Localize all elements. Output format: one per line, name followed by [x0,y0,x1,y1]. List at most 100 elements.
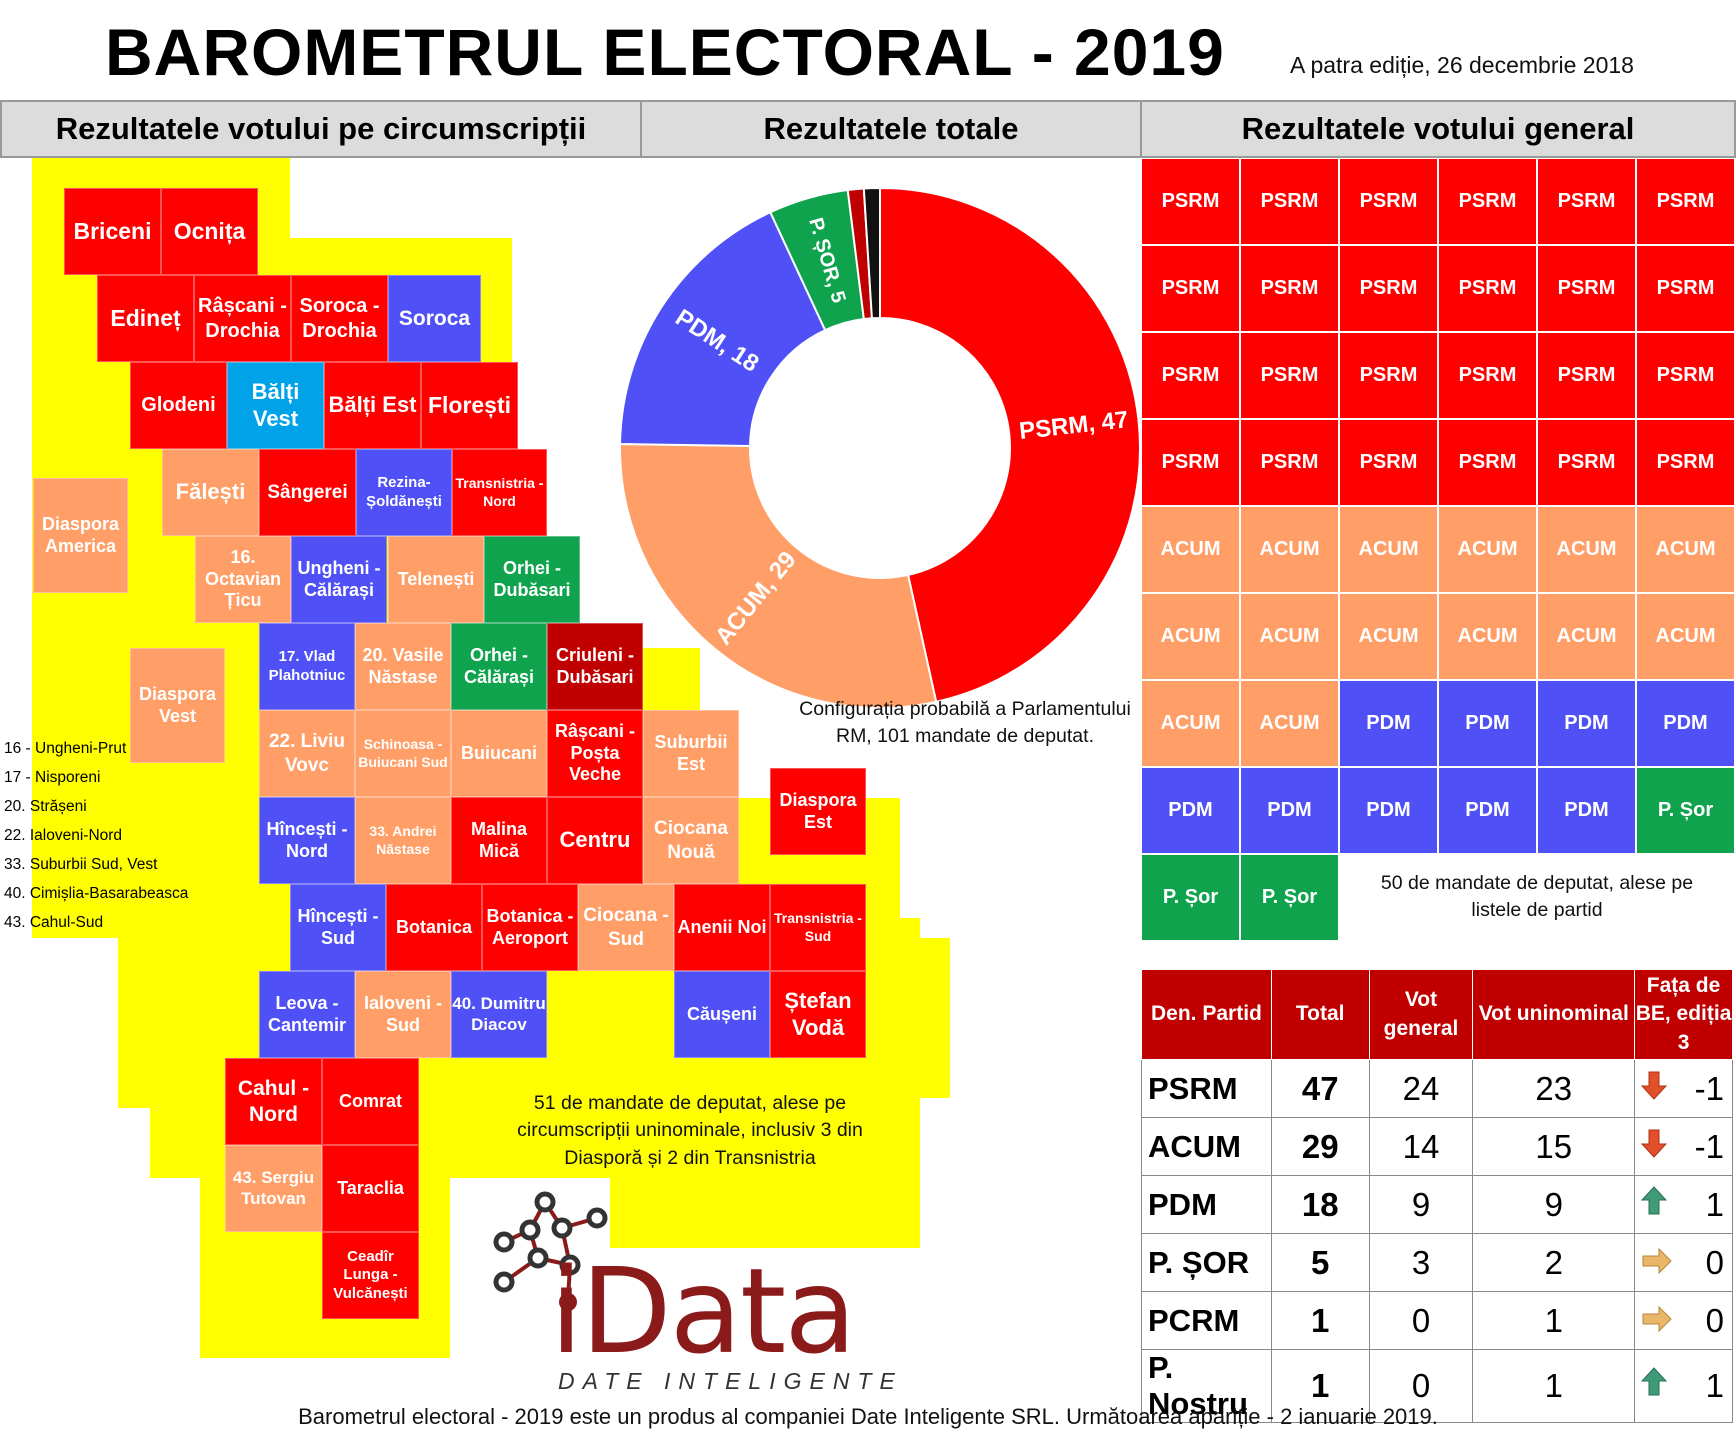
col-header-change: Fața de BE, ediția 3 [1634,969,1733,1060]
trend-up-icon [1640,1185,1668,1224]
seat-pdm: PDM [1537,680,1636,767]
table-row: PDM 18 9 9 1 [1141,1175,1733,1234]
seat-psrm: PSRM [1636,419,1735,506]
district-orhei-dubasari: Orhei - Dubăsari [484,536,580,623]
donut-slice-p-nostru [862,186,881,320]
district-transnistria-sud: Transnistria - Sud [770,884,866,971]
district-buiucani: Buiucani [451,710,547,797]
seat-acum: ACUM [1636,506,1735,593]
district-orhei-calarasi: Orhei - Călărași [451,623,547,710]
district-balti-est: Bălți Est [324,362,421,449]
party-total: 1 [1270,1349,1370,1423]
party-name: ACUM [1141,1117,1272,1176]
party-total: 5 [1270,1233,1370,1292]
party-general: 24 [1368,1059,1474,1118]
party-total: 47 [1270,1059,1370,1118]
seat-psrm: PSRM [1339,158,1438,245]
seat-acum: ACUM [1537,506,1636,593]
seat-psrm: PSRM [1537,419,1636,506]
parliament-note: Configurația probabilă a Parlamentului R… [799,698,1131,748]
seat-acum: ACUM [1636,593,1735,680]
district-centru: Centru [547,797,643,884]
lists-note: 50 de mandate de deputat, alese pe liste… [1380,872,1694,922]
district-taraclia: Taraclia [322,1145,419,1232]
district-ciocana-sud: Ciocana - Sud [578,884,674,971]
table-header-row: Den. Partid Total Vot general Vot uninom… [1141,969,1733,1060]
section-header-totals: Rezultatele totale [640,100,1142,158]
party-change: 0 [1634,1233,1733,1292]
district-leova-cantemir: Leova - Cantemir [259,971,355,1058]
trend-down-icon [1640,1128,1668,1166]
change-value: 1 [1705,1367,1724,1404]
district-ungheni-calarasi: Ungheni - Călărași [291,536,387,623]
molecule-icon [493,1191,608,1311]
seat-pdm: PDM [1240,767,1339,854]
district-ceadir-lunga-vulcanesti: Ceadîr Lunga - Vulcănești [322,1232,419,1319]
district-22-liviu-vovc: 22. Liviu Vovc [259,710,355,797]
legend-item: 22. Ialoveni-Nord [4,827,123,844]
party-name: PDM [1141,1175,1272,1234]
district-causeni: Căușeni [674,971,770,1058]
party-change: -1 [1634,1059,1733,1118]
logo-wordmark: iData [550,1242,857,1380]
trend-same-icon [1641,1244,1673,1282]
seat-psrm: PSRM [1240,332,1339,419]
district-edinet: Edineț [97,275,194,362]
seat-psrm: PSRM [1339,419,1438,506]
party-change: 1 [1634,1349,1733,1423]
general-seat-grid: PSRM PSRM PSRM PSRM PSRM PSRM PSRM PSRM PSRM PSRM… [1141,158,1736,944]
edition-date: A patra ediție, 26 decembrie 2018 [1290,52,1634,78]
party-total: 29 [1270,1117,1370,1176]
district-diaspora-america: Diaspora America [33,478,128,593]
legend-item: 16 - Ungheni-Prut [4,740,127,757]
district-43-sergiu-tutovan: 43. Sergiu Tutovan [225,1145,322,1232]
district-16-octavian-ticu: 16. Octavian Țicu [195,536,291,623]
seat-psrm: PSRM [1141,245,1240,332]
district-rascani-posta-veche: Râșcani - Poșta Veche [547,710,643,797]
district-botanica: Botanica [386,884,482,971]
legend-item: 40. Cimișlia-Basarabeasca [4,885,189,902]
page-title: BAROMETRUL ELECTORAL - 2019 [105,15,1225,89]
seat-p-sor: P. Șor [1636,767,1735,854]
donut-slice-pdm [619,210,827,447]
district-soroca-drochia: Soroca - Drochia [291,275,388,362]
seat-acum: ACUM [1240,593,1339,680]
seat-psrm: PSRM [1339,332,1438,419]
party-uninominal: 1 [1472,1349,1636,1423]
seat-pdm: PDM [1438,680,1537,767]
district-balti-vest: Bălți Vest [227,362,324,449]
seat-acum: ACUM [1438,506,1537,593]
district-hincesti-nord: Hîncești - Nord [259,797,355,884]
district-diaspora-vest: Diaspora Vest [130,648,225,763]
district-anenii-noi: Anenii Noi [674,884,770,971]
table-row: P. Nostru 1 0 1 1 [1141,1349,1733,1423]
seat-acum: ACUM [1537,593,1636,680]
col-header-party: Den. Partid [1141,969,1272,1060]
seat-psrm: PSRM [1141,332,1240,419]
table-row: PCRM 1 0 1 0 [1141,1291,1733,1350]
change-value: 1 [1705,1185,1724,1223]
seat-psrm: PSRM [1636,332,1735,419]
change-value: -1 [1694,1127,1724,1165]
district-criuleni-dubasari: Criuleni - Dubăsari [547,623,643,710]
trend-up-icon [1640,1367,1668,1405]
district-20-vasile-nastase: 20. Vasile Năstase [355,623,451,710]
party-change: -1 [1634,1117,1733,1176]
party-name: P. ȘOR [1141,1233,1272,1292]
seat-psrm: PSRM [1141,158,1240,245]
district-ialoveni-sud: Ialoveni - Sud [355,971,451,1058]
district-hincesti-sud: Hîncești - Sud [290,884,386,971]
district-17-vlad-plahotniuc: 17. Vlad Plahotniuc [259,623,355,710]
seat-acum: ACUM [1240,506,1339,593]
col-header-uninominal: Vot uninominal [1472,969,1636,1060]
seat-pdm: PDM [1339,680,1438,767]
col-header-general: Vot general [1368,969,1474,1060]
party-uninominal: 1 [1472,1291,1636,1350]
district-schinoasa-buiucani-sud: Schinoasa - Buiucani Sud [355,710,451,797]
district-malina-mica: Malina Mică [451,797,547,884]
seat-acum: ACUM [1240,680,1339,767]
seat-psrm: PSRM [1339,245,1438,332]
seat-acum: ACUM [1339,506,1438,593]
seat-psrm: PSRM [1537,158,1636,245]
